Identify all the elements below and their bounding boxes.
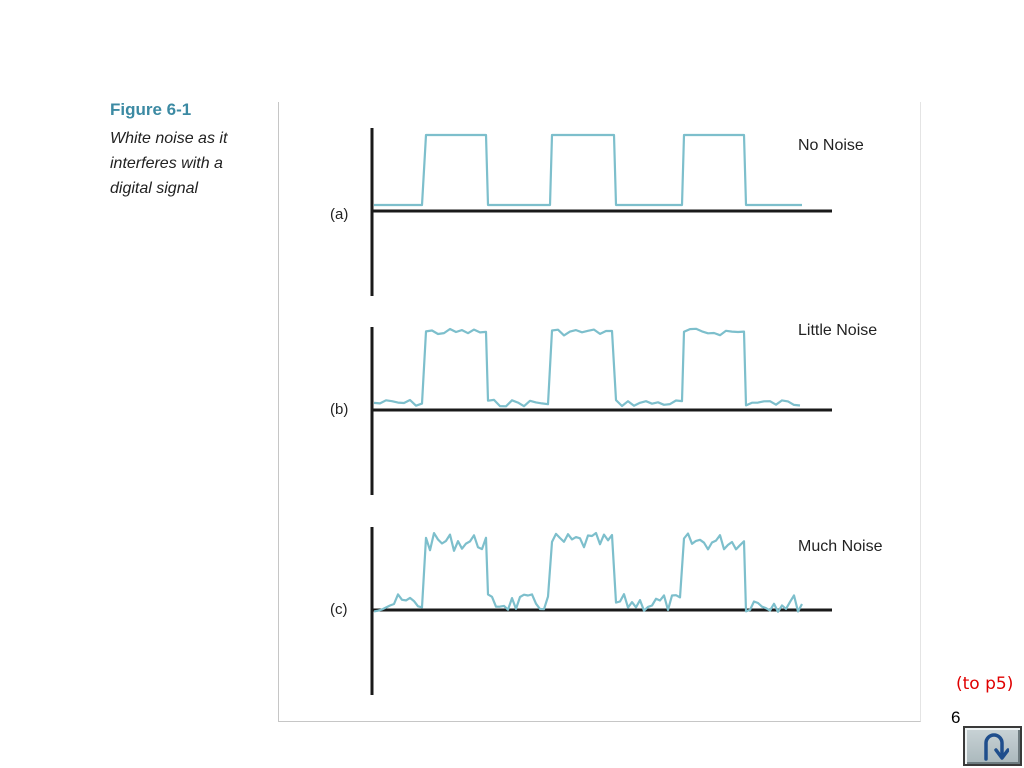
to-page-5-link[interactable]: (to p5) <box>956 674 1014 694</box>
panel-b: (b) Little Noise <box>330 322 877 495</box>
page-number: 6 <box>951 708 961 727</box>
panel-c-signal <box>373 531 803 613</box>
u-turn-return-icon <box>984 733 1009 761</box>
return-button[interactable] <box>963 726 1022 766</box>
figure-caption: Figure 6-1 White noise as it interferes … <box>110 100 260 201</box>
panel-a-title: No Noise <box>798 137 864 154</box>
panel-b-signal <box>373 327 801 408</box>
figure-label: Figure 6-1 <box>110 100 192 119</box>
panel-b-letter: (b) <box>330 401 348 418</box>
figure-description: White noise as it interferes with a digi… <box>110 130 228 197</box>
panel-a-letter: (a) <box>330 206 348 223</box>
panel-c-letter: (c) <box>330 601 348 618</box>
panel-a: (a) No Noise <box>330 128 864 296</box>
panel-c-title: Much Noise <box>798 538 883 555</box>
panel-c: (c) Much Noise <box>330 527 883 695</box>
panel-a-signal <box>374 133 802 207</box>
panel-b-title: Little Noise <box>798 322 877 339</box>
